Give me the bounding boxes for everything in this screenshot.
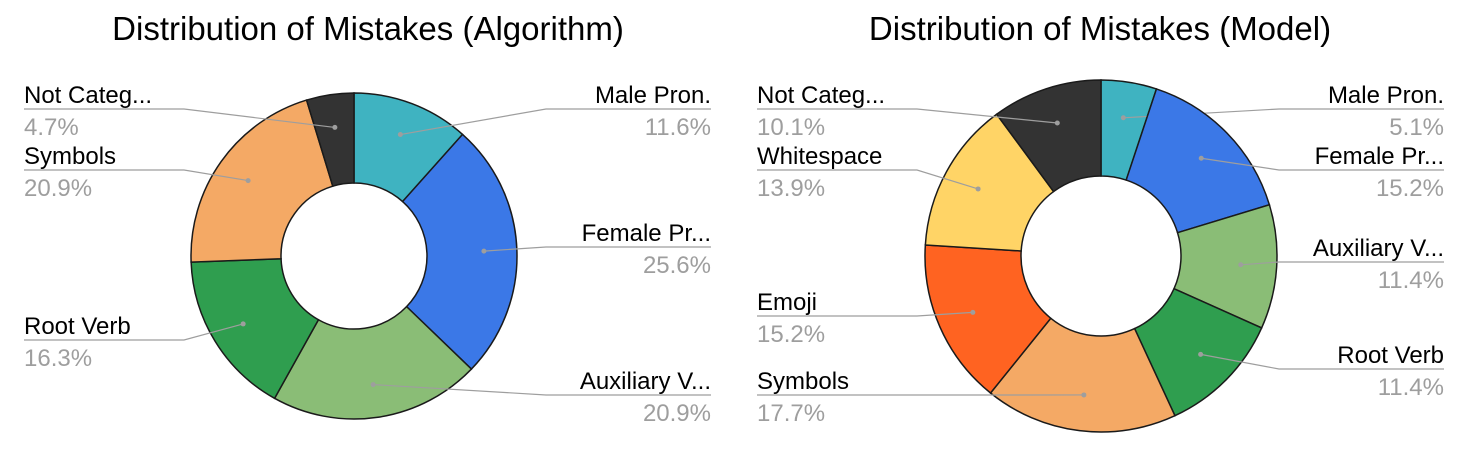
leader-line [1200, 353, 1444, 370]
slice-label: Root Verb [24, 313, 131, 340]
leader-dot [245, 178, 251, 184]
pie-slice [190, 99, 334, 263]
pie-slice [995, 79, 1102, 193]
slice-label: Female Pr... [582, 220, 711, 247]
slice-label: Male Pron. [595, 82, 711, 109]
slice-label: Symbols [757, 368, 849, 395]
slice-label: Auxiliary V... [1313, 235, 1444, 262]
leader-dot [1120, 115, 1126, 121]
chart-title-model: Distribution of Mistakes (Model) [869, 10, 1331, 47]
leader-line [757, 311, 973, 317]
slice-value-label: 15.2% [757, 321, 825, 348]
leader-line [1201, 157, 1444, 171]
leader-line [400, 108, 711, 136]
slice-value-label: 25.6% [643, 252, 711, 279]
slice-value-label: 10.1% [757, 114, 825, 141]
slice-label: Not Categ... [757, 82, 885, 109]
leader-dot [970, 309, 976, 315]
pie-slice [989, 317, 1176, 433]
slice-value-label: 20.9% [24, 175, 92, 202]
slice-label: Symbols [24, 143, 116, 170]
leader-line [757, 108, 1058, 124]
slice-value-label: 11.6% [645, 114, 711, 141]
slice-value-label: 17.7% [757, 400, 825, 427]
leader-dot [397, 132, 403, 138]
pie-slice [273, 305, 473, 420]
pie-slice [401, 133, 518, 371]
slice-value-label: 4.7% [24, 114, 79, 141]
pie-slice [924, 244, 1052, 395]
leader-line [24, 323, 244, 341]
pie-slice [305, 92, 355, 188]
leader-dot [1198, 155, 1204, 161]
leader-dot [332, 124, 338, 130]
leader-dot [1198, 351, 1204, 357]
slice-label: Root Verb [1337, 342, 1444, 369]
leader-dot [1238, 262, 1244, 268]
slice-value-label: 13.9% [757, 175, 825, 202]
leader-dot [1081, 392, 1087, 398]
leader-line [24, 169, 249, 182]
slice-label: Female Pr... [1315, 143, 1444, 170]
leader-line [483, 246, 711, 252]
leader-line [757, 169, 979, 190]
slice-value-label: 20.9% [643, 400, 711, 427]
slice-value-label: 15.2% [1376, 175, 1444, 202]
leader-line [373, 383, 711, 396]
slice-value-label: 16.3% [24, 345, 92, 372]
slice-value-label: 11.4% [1378, 374, 1444, 401]
leader-dot [481, 248, 487, 254]
slice-label: Male Pron. [1328, 82, 1444, 109]
slice-value-label: 11.4% [1378, 267, 1444, 294]
leader-dot [370, 382, 376, 388]
leader-dot [240, 321, 246, 327]
slice-value-label: 5.1% [1389, 114, 1444, 141]
leader-dot [975, 186, 981, 192]
slice-label: Auxiliary V... [580, 368, 711, 395]
chart-title-algorithm: Distribution of Mistakes (Algorithm) [112, 10, 624, 47]
leader-line [1240, 261, 1444, 266]
leader-line [24, 108, 335, 129]
slice-label: Emoji [757, 289, 817, 316]
leader-dot [1054, 120, 1060, 126]
pie-slice [1125, 88, 1271, 234]
slice-label: Whitespace [757, 143, 882, 170]
slice-label: Not Categ... [24, 82, 152, 109]
pie-slice [190, 257, 320, 400]
